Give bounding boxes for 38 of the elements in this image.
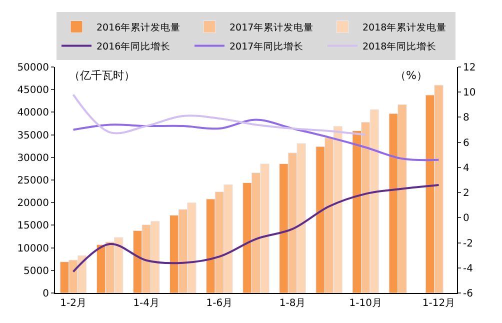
y-tick-label: 25000 <box>17 176 49 186</box>
x-tick-label: 1-8月 <box>279 298 306 309</box>
x-tick-label: 1-10月 <box>349 298 382 309</box>
y-tick-label: 0 <box>42 288 49 300</box>
y2-tick-label: 6 <box>463 138 470 149</box>
y-tick-label: 10000 <box>17 243 49 254</box>
y2-tick-label: -2 <box>463 238 473 250</box>
legend-label: 2016年同比增长 <box>96 40 171 52</box>
y2-tick-label: 0 <box>463 213 470 224</box>
annotation: （%） <box>395 69 428 82</box>
y-tick-label: 20000 <box>17 198 49 210</box>
y-tick-label: 15000 <box>17 220 49 232</box>
x-tick-label: 1-12月 <box>422 298 456 309</box>
x-tick-label: 1-2月 <box>60 298 86 309</box>
legend-label: 2016年累计发电量 <box>96 21 181 34</box>
annotation: （亿千瓦时） <box>69 69 135 82</box>
legend-label: 2017年同比增长 <box>230 40 304 52</box>
y-tick-label: 35000 <box>17 130 49 142</box>
y2-tick-label: -6 <box>463 288 473 300</box>
x-tick-label: 1-4月 <box>133 298 160 309</box>
y2-tick-label: -4 <box>463 263 473 274</box>
y2-tick-label: 12 <box>463 62 476 74</box>
y-tick-label: 50000 <box>17 62 49 74</box>
legend-label: 2017年累计发电量 <box>230 21 314 34</box>
line-series <box>72 94 367 136</box>
y2-tick-label: 4 <box>463 162 470 174</box>
y-tick-label: 45000 <box>17 85 49 96</box>
legend-label: 2018年累计发电量 <box>362 21 447 34</box>
y-tick-label: 5000 <box>24 266 49 277</box>
legend-label: 2018年同比增长 <box>362 40 437 52</box>
y-tick-label: 40000 <box>17 108 49 119</box>
y2-tick-label: 10 <box>463 88 476 99</box>
y-tick-label: 30000 <box>17 152 49 164</box>
line-series <box>72 184 440 273</box>
y2-tick-label: 8 <box>463 112 470 124</box>
x-tick-label: 1-6月 <box>206 298 233 309</box>
y2-tick-label: 2 <box>463 188 470 200</box>
line-series <box>72 118 440 162</box>
